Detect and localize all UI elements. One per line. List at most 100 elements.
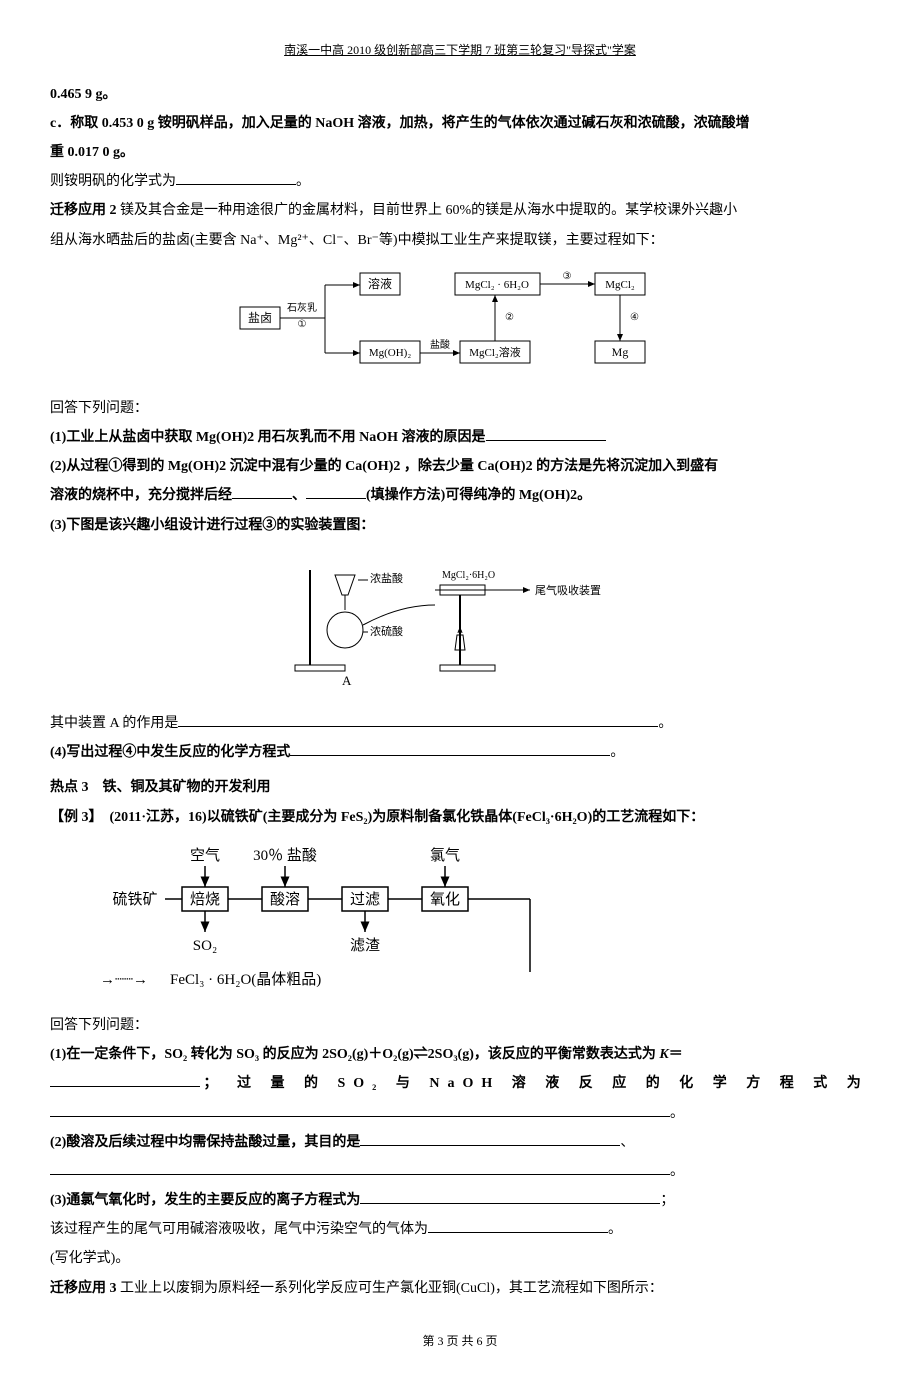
page-footer: 第 3 页 共 6 页 — [50, 1331, 870, 1353]
answer-blank[interactable] — [176, 170, 296, 185]
equals: ＝ — [669, 1047, 683, 1062]
svg-text:盐酸: 盐酸 — [430, 338, 450, 351]
eq-2b: 。 — [50, 1159, 870, 1184]
eq-3b: 该过程产生的尾气可用碱溶液吸收，尾气中污染空气的气体为 。 — [50, 1217, 870, 1242]
mg-extraction-flowchart: 盐卤 石灰乳 ① 溶液 Mg(OH)₂ 盐酸 MgCl₂溶液 ② MgCl₂ ·… — [50, 265, 870, 384]
svg-text:硫铁矿: 硫铁矿 — [112, 891, 157, 908]
eq1a-text: (1)在一定条件下，SO₂ 转化为 SO₃ 的反应为 2SO₂(g)＋O₂(g)… — [50, 1047, 659, 1062]
period: 。 — [670, 1106, 684, 1121]
svg-text:MgCl₂·6H₂O: MgCl₂·6H₂O — [442, 570, 495, 581]
svg-text:氧化: 氧化 — [430, 891, 460, 908]
ex3-label: 【例 3】 — [50, 810, 96, 825]
answer-prompt-2: 回答下列问题： — [50, 1013, 870, 1038]
page-header: 南溪一中高 2010 级创新部高三下学期 7 班第三轮复习"导探式"学案 — [50, 40, 870, 62]
svg-text:石灰乳: 石灰乳 — [287, 301, 317, 314]
answer-blank[interactable] — [306, 484, 366, 499]
svg-text:A: A — [342, 673, 352, 688]
question-3a: 其中装置 A 的作用是 。 — [50, 711, 870, 736]
period: 。 — [608, 1222, 622, 1237]
svg-text:浓硫酸: 浓硫酸 — [370, 624, 403, 638]
answer-blank[interactable] — [178, 712, 658, 727]
question-2a: (2)从过程①得到的 Mg(OH)2 沉淀中混有少量的 Ca(OH)2 ，除去少… — [50, 454, 870, 479]
eq-1b: ； 过 量 的 SO₂ 与 NaOH 溶 液 反 应 的 化 学 方 程 式 为 — [50, 1071, 870, 1096]
question-3: (3)下图是该兴趣小组设计进行过程③的实验装置图： — [50, 513, 870, 538]
fecl3-process-flowchart: 空气 30％ 盐酸 氯气 硫铁矿 焙烧 酸溶 过滤 氧化 SO₂ 滤渣 →┈┈→… — [50, 842, 870, 1001]
eq2-text: (2)酸溶及后续过程中均需保持盐酸过量，其目的是 — [50, 1135, 360, 1150]
eq3b-text: 该过程产生的尾气可用碱溶液吸收，尾气中污染空气的气体为 — [50, 1222, 428, 1237]
svg-text:SO₂: SO₂ — [193, 938, 217, 954]
svg-text:MgCl₂: MgCl₂ — [605, 279, 635, 291]
question-formula: 则铵明矾的化学式为 。 — [50, 169, 870, 194]
q4-text: (4)写出过程④中发生反应的化学方程式 — [50, 745, 290, 760]
answer-blank[interactable] — [360, 1131, 620, 1146]
hotspot-3-title: 热点 3 铁、铜及其矿物的开发利用 — [50, 775, 870, 800]
svg-text:MgCl₂ · 6H₂O: MgCl₂ · 6H₂O — [465, 279, 529, 291]
question-4: (4)写出过程④中发生反应的化学方程式 。 — [50, 740, 870, 765]
text-line: c．称取 0.453 0 g 铵明矾样品，加入足量的 NaOH 溶液，加热，将产… — [50, 111, 870, 136]
svg-text:过滤: 过滤 — [350, 891, 380, 908]
svg-text:浓盐酸: 浓盐酸 — [370, 571, 403, 585]
answer-prompt: 回答下列问题： — [50, 396, 870, 421]
answer-blank[interactable] — [50, 1072, 200, 1087]
eq3a-text: (3)通氯气氧化时，发生的主要反应的离子方程式为 — [50, 1193, 360, 1208]
svg-text:FeCl₃ · 6H₂O(晶体粗品): FeCl₃ · 6H₂O(晶体粗品) — [170, 971, 321, 988]
svg-text:Mg(OH)₂: Mg(OH)₂ — [369, 347, 411, 359]
q1-text: (1)工业上从盐卤中获取 Mg(OH)2 用石灰乳而不用 NaOH 溶液的原因是 — [50, 430, 486, 445]
eq-2: (2)酸溶及后续过程中均需保持盐酸过量，其目的是 、 — [50, 1130, 870, 1155]
svg-text:滤渣: 滤渣 — [350, 937, 380, 954]
eq1b-text: ； 过 量 的 SO₂ 与 NaOH 溶 液 反 应 的 化 学 方 程 式 为 — [204, 1076, 869, 1091]
eq-3a: (3)通氯气氧化时，发生的主要反应的离子方程式为 ； — [50, 1188, 870, 1213]
answer-blank[interactable] — [50, 1160, 670, 1175]
ex3-text: (2011·江苏，16)以硫铁矿(主要成分为 FeS₂)为原料制备氯化铁晶体(F… — [96, 810, 705, 825]
apparatus-diagram: 浓盐酸 浓硫酸 MgCl₂·6H₂O 尾气吸收装置 A — [50, 550, 870, 699]
svg-text:MgCl₂溶液: MgCl₂溶液 — [469, 345, 521, 359]
text: 镁及其合金是一种用途很广的金属材料，目前世界上 60%的镁是从海水中提取的。某学… — [117, 203, 738, 218]
question-1: (1)工业上从盐卤中获取 Mg(OH)2 用石灰乳而不用 NaOH 溶液的原因是 — [50, 425, 870, 450]
example-3: 【例 3】 (2011·江苏，16)以硫铁矿(主要成分为 FeS₂)为原料制备氯… — [50, 805, 870, 830]
answer-blank[interactable] — [486, 426, 606, 441]
mass-value: 0.465 9 g。 — [50, 87, 117, 102]
question-2b: 溶液的烧杯中，充分搅拌后经 、 (填操作方法)可得纯净的 Mg(OH)2。 — [50, 483, 870, 508]
answer-blank[interactable] — [360, 1189, 660, 1204]
eq-1c: 。 — [50, 1101, 870, 1126]
svg-text:30％ 盐酸: 30％ 盐酸 — [253, 847, 317, 864]
period: 。 — [670, 1164, 684, 1179]
q2b-post: (填操作方法)可得纯净的 Mg(OH)2。 — [366, 488, 591, 503]
svg-text:②: ② — [505, 312, 514, 323]
sep: 、 — [620, 1135, 634, 1150]
k-var: K — [659, 1047, 668, 1062]
svg-text:酸溶: 酸溶 — [270, 891, 300, 908]
migrate-3: 迁移应用 3 工业上以废铜为原料经一系列化学反应可生产氯化亚铜(CuCl)，其工… — [50, 1276, 870, 1301]
svg-text:焙烧: 焙烧 — [190, 891, 220, 908]
migrate3-text: 工业上以废铜为原料经一系列化学反应可生产氯化亚铜(CuCl)，其工艺流程如下图所… — [117, 1281, 663, 1296]
svg-text:④: ④ — [630, 312, 639, 323]
eq-1a: (1)在一定条件下，SO₂ 转化为 SO₃ 的反应为 2SO₂(g)＋O₂(g)… — [50, 1042, 870, 1067]
svg-text:氯气: 氯气 — [430, 847, 460, 864]
period: 。 — [610, 745, 624, 760]
answer-blank[interactable] — [290, 741, 610, 756]
svg-text:溶液: 溶液 — [368, 276, 392, 291]
svg-text:①: ① — [298, 319, 307, 330]
migrate-2-intro: 迁移应用 2 镁及其合金是一种用途很广的金属材料，目前世界上 60%的镁是从海水… — [50, 198, 870, 223]
text-line: 0.465 9 g。 — [50, 82, 870, 107]
migrate-2-cont: 组从海水晒盐后的盐卤(主要含 Na⁺、Mg²⁺、Cl⁻、Br⁻等)中模拟工业生产… — [50, 228, 870, 253]
migrate-label: 迁移应用 2 — [50, 203, 117, 218]
period: 。 — [296, 174, 310, 189]
q2b-pre: 溶液的烧杯中，充分搅拌后经 — [50, 488, 232, 503]
sep: 、 — [292, 488, 306, 503]
answer-blank[interactable] — [428, 1218, 608, 1233]
svg-text:③: ③ — [563, 271, 572, 282]
period: 。 — [658, 716, 672, 731]
svg-text:Mg: Mg — [612, 345, 629, 359]
text-line: 重 0.017 0 g。 — [50, 140, 870, 165]
migrate3-label: 迁移应用 3 — [50, 1281, 117, 1296]
label: 则铵明矾的化学式为 — [50, 174, 176, 189]
answer-blank[interactable] — [50, 1102, 670, 1117]
svg-text:尾气吸收装置: 尾气吸收装置 — [535, 583, 601, 597]
semicolon: ； — [660, 1193, 674, 1208]
svg-text:→┈┈→: →┈┈→ — [100, 972, 148, 988]
svg-text:盐卤: 盐卤 — [248, 311, 272, 325]
q3a-text: 其中装置 A 的作用是 — [50, 716, 178, 731]
answer-blank[interactable] — [232, 484, 292, 499]
eq-3c: (写化学式)。 — [50, 1246, 870, 1271]
